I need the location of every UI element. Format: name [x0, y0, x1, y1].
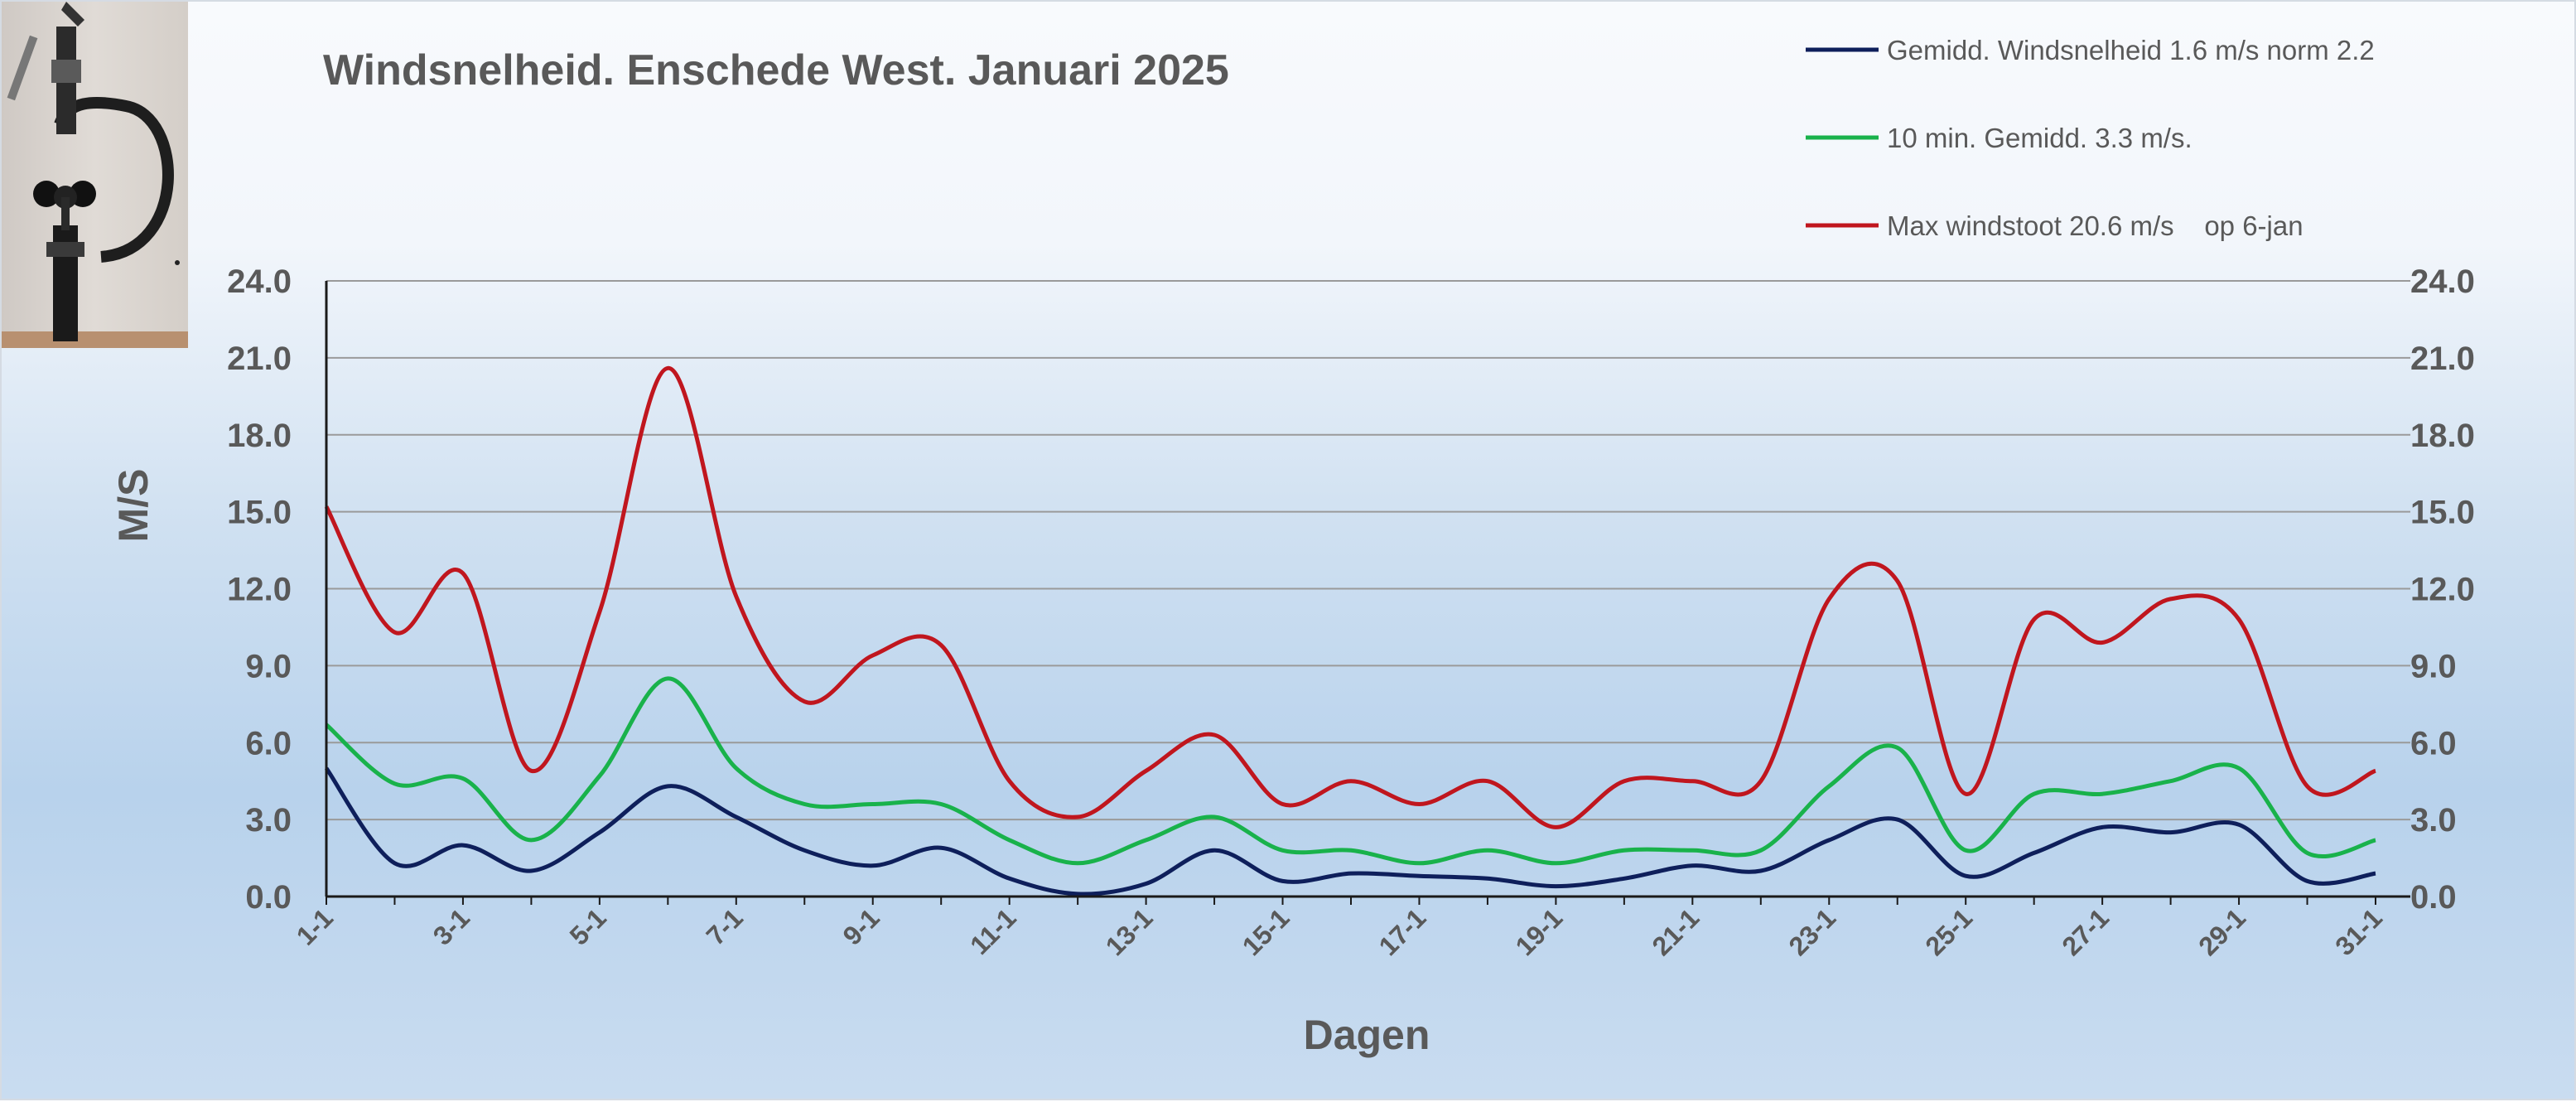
anemometer-photo: [2, 2, 188, 348]
y-tick-label-left: 0.0: [245, 879, 292, 916]
y-tick-label-right: 24.0: [2410, 263, 2475, 300]
y-tick-label-left: 15.0: [227, 495, 292, 531]
x-axis-ticks: 1-1 3-1 5-1 7-1 9-1 11-1 13-1 15-1 17-1 19-1 21-1 2…: [291, 902, 2388, 961]
x-tick-label: 27-1: [2056, 902, 2115, 961]
y-tick-label-left: 3.0: [245, 802, 292, 839]
y-tick-label-left: 12.0: [227, 572, 292, 608]
x-tick-label: 7-1: [701, 902, 749, 950]
y-tick-label-right: 6.0: [2410, 725, 2457, 761]
y-axis-right-ticks: 0.0 3.0 6.0 9.0 12.0 15.0 18.0 21.0 24.0: [2410, 263, 2475, 916]
x-tick-label: 15-1: [1237, 902, 1295, 961]
y-tick-label-right: 18.0: [2410, 418, 2475, 454]
axes: [325, 281, 2410, 905]
y-tick-label-left: 24.0: [227, 263, 292, 300]
series-line-0: [324, 766, 2376, 897]
legend-label: 10 min. Gemidd. 3.3 m/s.: [1887, 123, 2192, 153]
y-tick-label-left: 21.0: [227, 341, 292, 377]
y-tick-label-left: 9.0: [245, 648, 292, 684]
x-tick-label: 19-1: [1510, 902, 1569, 961]
y-tick-label-right: 0.0: [2410, 879, 2457, 916]
y-tick-label-right: 9.0: [2410, 648, 2457, 684]
y-axis-left-ticks: 0.0 3.0 6.0 9.0 12.0 15.0 18.0 21.0 24.0: [227, 263, 292, 916]
x-tick-label: 17-1: [1373, 902, 1432, 961]
x-tick-label: 3-1: [427, 902, 475, 950]
x-axis-title: Dagen: [1304, 1012, 1430, 1058]
y-tick-label-left: 18.0: [227, 418, 292, 454]
series-line-2: [324, 365, 2376, 829]
y-axis-title: M/S: [110, 469, 157, 543]
x-tick-label: 1-1: [291, 902, 339, 950]
x-tick-label: 23-1: [1782, 902, 1841, 961]
x-tick-label: 9-1: [837, 902, 885, 950]
x-tick-label: 29-1: [2192, 902, 2251, 961]
chart-title: Windsnelheid. Enschede West. Januari 202…: [323, 46, 1229, 94]
legend-label: Gemidd. Windsnelheid 1.6 m/s norm 2.2: [1887, 35, 2375, 65]
legend-label: Max windstoot 20.6 m/s op 6-jan: [1887, 210, 2303, 241]
y-tick-label-right: 12.0: [2410, 572, 2475, 608]
x-tick-label: 25-1: [1919, 902, 1978, 961]
legend: Gemidd. Windsnelheid 1.6 m/s norm 2.2 10 …: [1806, 35, 2375, 241]
x-tick-label: 11-1: [964, 902, 1021, 959]
y-tick-label-right: 3.0: [2410, 802, 2457, 839]
grid-lines: [326, 280, 2410, 821]
y-tick-label-right: 15.0: [2410, 495, 2475, 531]
series-line-1: [325, 676, 2376, 866]
x-tick-label: 5-1: [564, 902, 612, 950]
x-tick-label: 31-1: [2329, 902, 2388, 961]
x-tick-label: 13-1: [1100, 902, 1159, 961]
y-tick-label-left: 6.0: [245, 725, 292, 761]
series-lines: [324, 365, 2376, 897]
y-tick-label-right: 21.0: [2410, 341, 2475, 377]
x-tick-label: 21-1: [1647, 902, 1705, 961]
